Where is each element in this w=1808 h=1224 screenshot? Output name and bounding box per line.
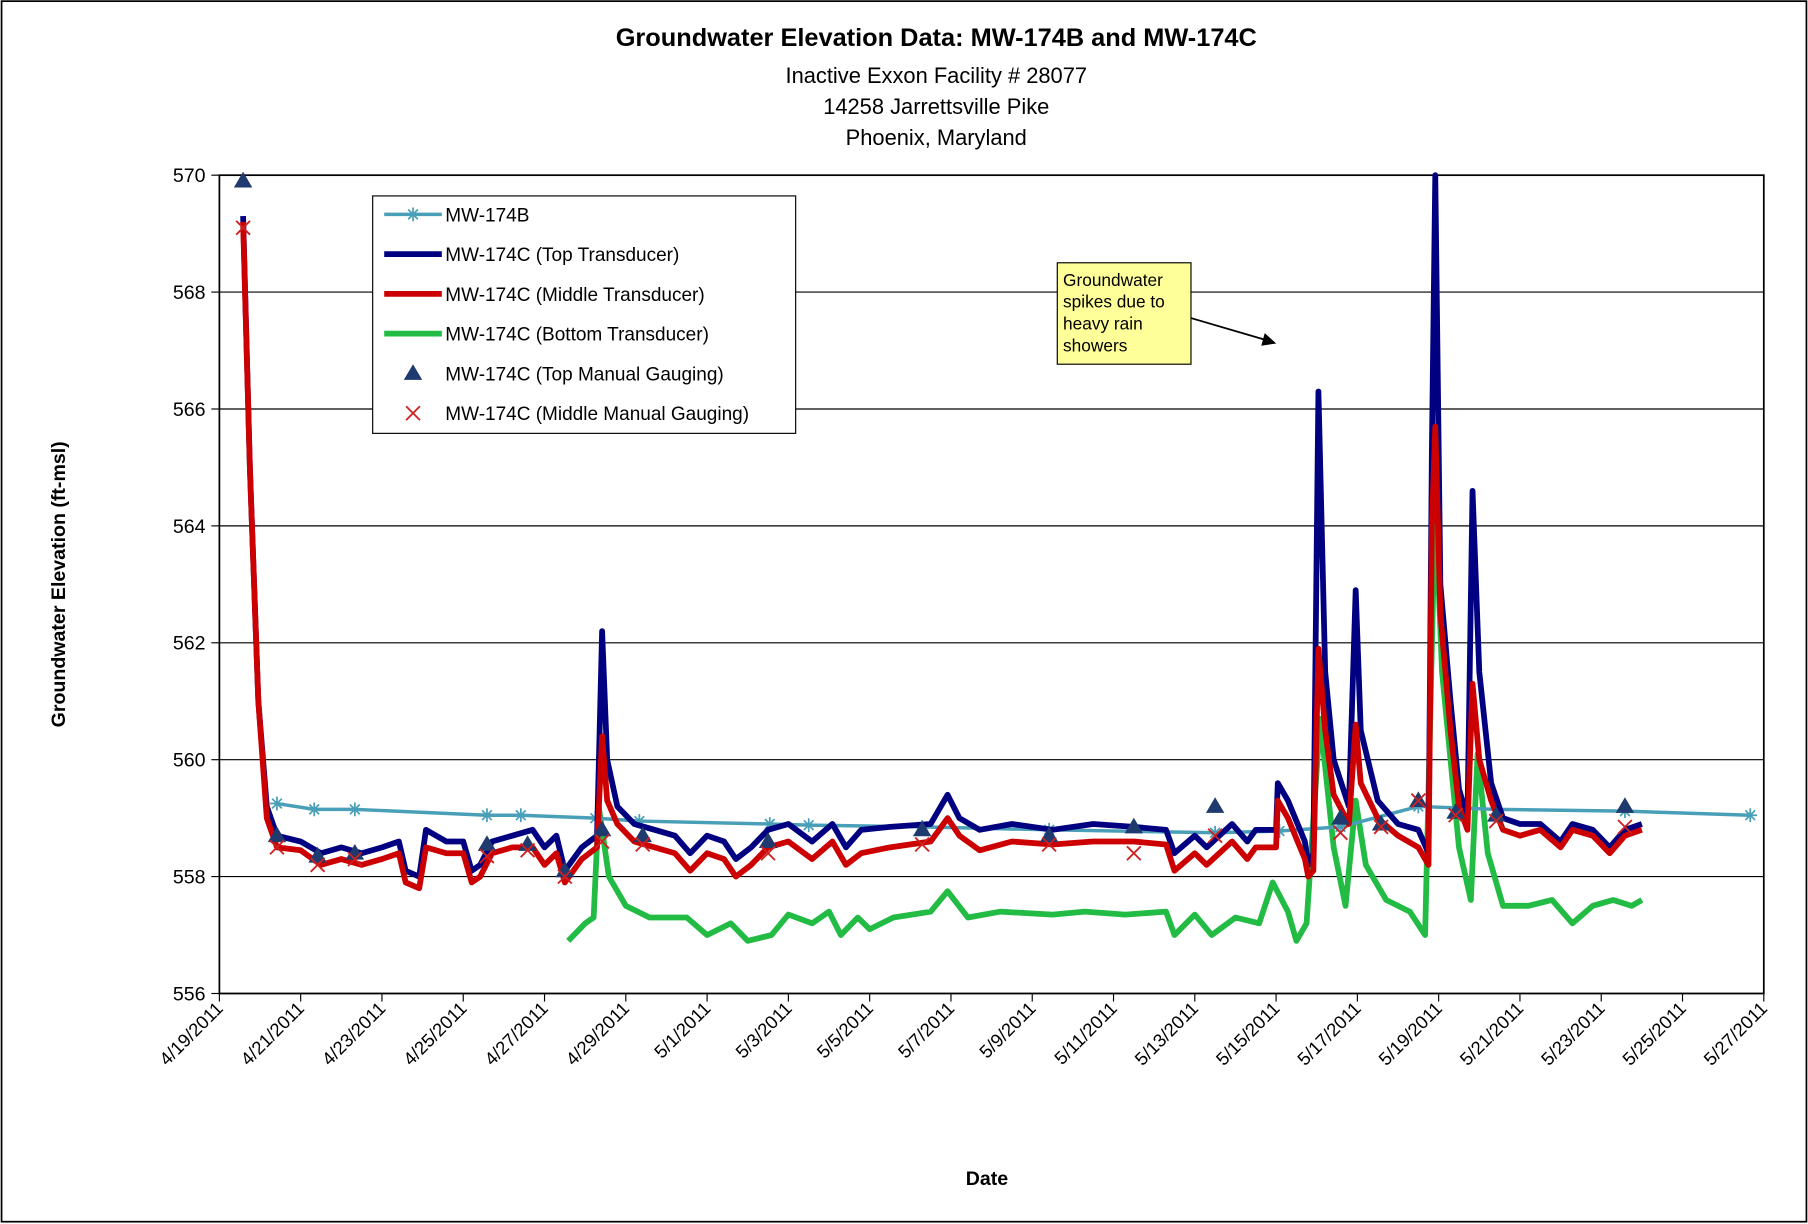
y-tick-label: 556 bbox=[173, 983, 206, 1005]
legend-label: MW-174B bbox=[445, 205, 529, 226]
marker-star bbox=[801, 818, 816, 833]
marker-x bbox=[1207, 828, 1223, 844]
marker-triangle bbox=[477, 835, 497, 851]
marker-star bbox=[762, 817, 777, 831]
chart-subtitle: Phoenix, Maryland bbox=[846, 125, 1027, 150]
marker-x bbox=[310, 857, 326, 873]
legend-marker bbox=[403, 364, 423, 380]
y-tick-label: 560 bbox=[173, 750, 206, 772]
marker-star bbox=[347, 802, 362, 817]
marker-star bbox=[307, 802, 322, 817]
annotation-text: spikes due to bbox=[1063, 292, 1165, 312]
legend-label: MW-174C (Middle Transducer) bbox=[445, 285, 704, 306]
marker-triangle bbox=[1371, 814, 1391, 831]
marker-triangle bbox=[233, 171, 253, 188]
annotation-text: showers bbox=[1063, 336, 1128, 356]
marker-triangle bbox=[267, 826, 287, 843]
legend-label: MW-174C (Top Manual Gauging) bbox=[445, 364, 723, 385]
annotation-text: heavy rain bbox=[1063, 314, 1143, 334]
marker-x bbox=[479, 848, 495, 864]
y-axis-label: Groundwater Elevation (ft-msl) bbox=[48, 441, 70, 727]
marker-triangle bbox=[758, 832, 778, 848]
marker-triangle bbox=[633, 826, 652, 843]
marker-x bbox=[557, 869, 573, 885]
y-tick-label: 564 bbox=[173, 516, 206, 538]
marker-triangle bbox=[308, 846, 327, 863]
marker-triangle bbox=[592, 820, 612, 837]
annotation-box bbox=[1056, 262, 1192, 365]
legend-marker bbox=[405, 405, 421, 421]
marker-star bbox=[1208, 825, 1223, 840]
marker-triangle bbox=[1409, 791, 1428, 808]
marker-x bbox=[914, 836, 930, 853]
chart-subtitle: 14258 Jarrettsville Pike bbox=[823, 94, 1049, 119]
marker-triangle bbox=[1446, 803, 1465, 819]
series-line bbox=[566, 499, 1644, 944]
annotation-arrowhead bbox=[1261, 333, 1277, 346]
marker-star bbox=[480, 808, 494, 823]
marker-x bbox=[269, 839, 285, 855]
marker-x bbox=[1410, 793, 1426, 809]
marker-x bbox=[1332, 825, 1349, 841]
marker-star bbox=[1333, 819, 1348, 834]
marker-x bbox=[347, 851, 363, 867]
marker-x bbox=[235, 220, 251, 236]
marker-x bbox=[1041, 836, 1057, 853]
marker-triangle bbox=[912, 820, 932, 837]
y-tick-label: 566 bbox=[173, 399, 206, 421]
marker-triangle bbox=[1615, 797, 1635, 813]
marker-triangle bbox=[1039, 826, 1059, 843]
annotation-arrow bbox=[1190, 317, 1267, 341]
plot-area-border bbox=[218, 174, 1765, 995]
marker-x bbox=[1488, 813, 1504, 829]
annotation-text: Groundwater bbox=[1063, 270, 1163, 290]
legend-label: MW-174C (Middle Manual Gauging) bbox=[445, 404, 749, 425]
marker-x bbox=[520, 842, 536, 858]
y-tick-label: 568 bbox=[173, 282, 206, 304]
marker-x bbox=[635, 836, 651, 853]
legend-box bbox=[372, 195, 797, 434]
marker-x bbox=[1373, 819, 1389, 835]
marker-star bbox=[632, 814, 647, 828]
x-axis-label: Date bbox=[966, 1168, 1009, 1190]
legend-label: MW-174C (Top Transducer) bbox=[445, 245, 679, 266]
chart-subtitle: Inactive Exxon Facility # 28077 bbox=[785, 63, 1087, 88]
marker-triangle bbox=[1205, 797, 1225, 813]
y-tick-label: 570 bbox=[173, 165, 206, 187]
legend-label: MW-174C (Bottom Transducer) bbox=[445, 325, 709, 346]
marker-star bbox=[270, 796, 284, 811]
marker-triangle bbox=[1124, 817, 1144, 834]
marker-x bbox=[594, 833, 610, 850]
series-line bbox=[240, 221, 1643, 892]
chart-title: Groundwater Elevation Data: MW-174B and … bbox=[616, 24, 1257, 52]
marker-triangle bbox=[1331, 808, 1350, 825]
marker-star bbox=[1743, 808, 1758, 823]
marker-star bbox=[513, 808, 528, 823]
y-tick-label: 558 bbox=[173, 867, 206, 889]
legend-marker bbox=[406, 207, 420, 222]
marker-x bbox=[760, 845, 776, 861]
marker-x bbox=[1448, 807, 1464, 823]
y-tick-label: 562 bbox=[173, 633, 206, 655]
marker-x bbox=[1617, 819, 1633, 835]
marker-x bbox=[1126, 845, 1142, 861]
